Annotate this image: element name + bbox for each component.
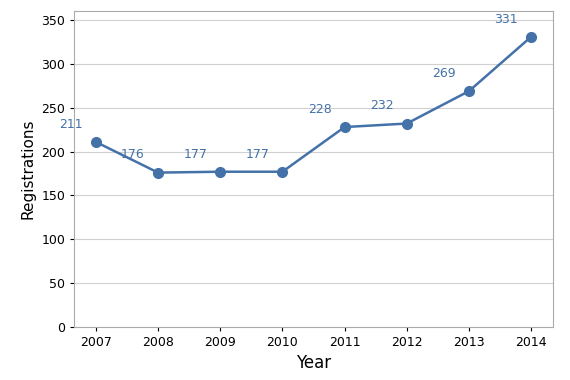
- Text: 211: 211: [59, 118, 83, 131]
- Y-axis label: Registrations: Registrations: [21, 119, 36, 219]
- Text: 331: 331: [494, 13, 518, 26]
- Text: 269: 269: [432, 67, 456, 80]
- X-axis label: Year: Year: [296, 355, 331, 372]
- Text: 228: 228: [308, 103, 332, 116]
- Text: 177: 177: [184, 147, 207, 161]
- Text: 232: 232: [370, 100, 394, 112]
- Text: 177: 177: [246, 147, 270, 161]
- Text: 176: 176: [121, 149, 145, 162]
